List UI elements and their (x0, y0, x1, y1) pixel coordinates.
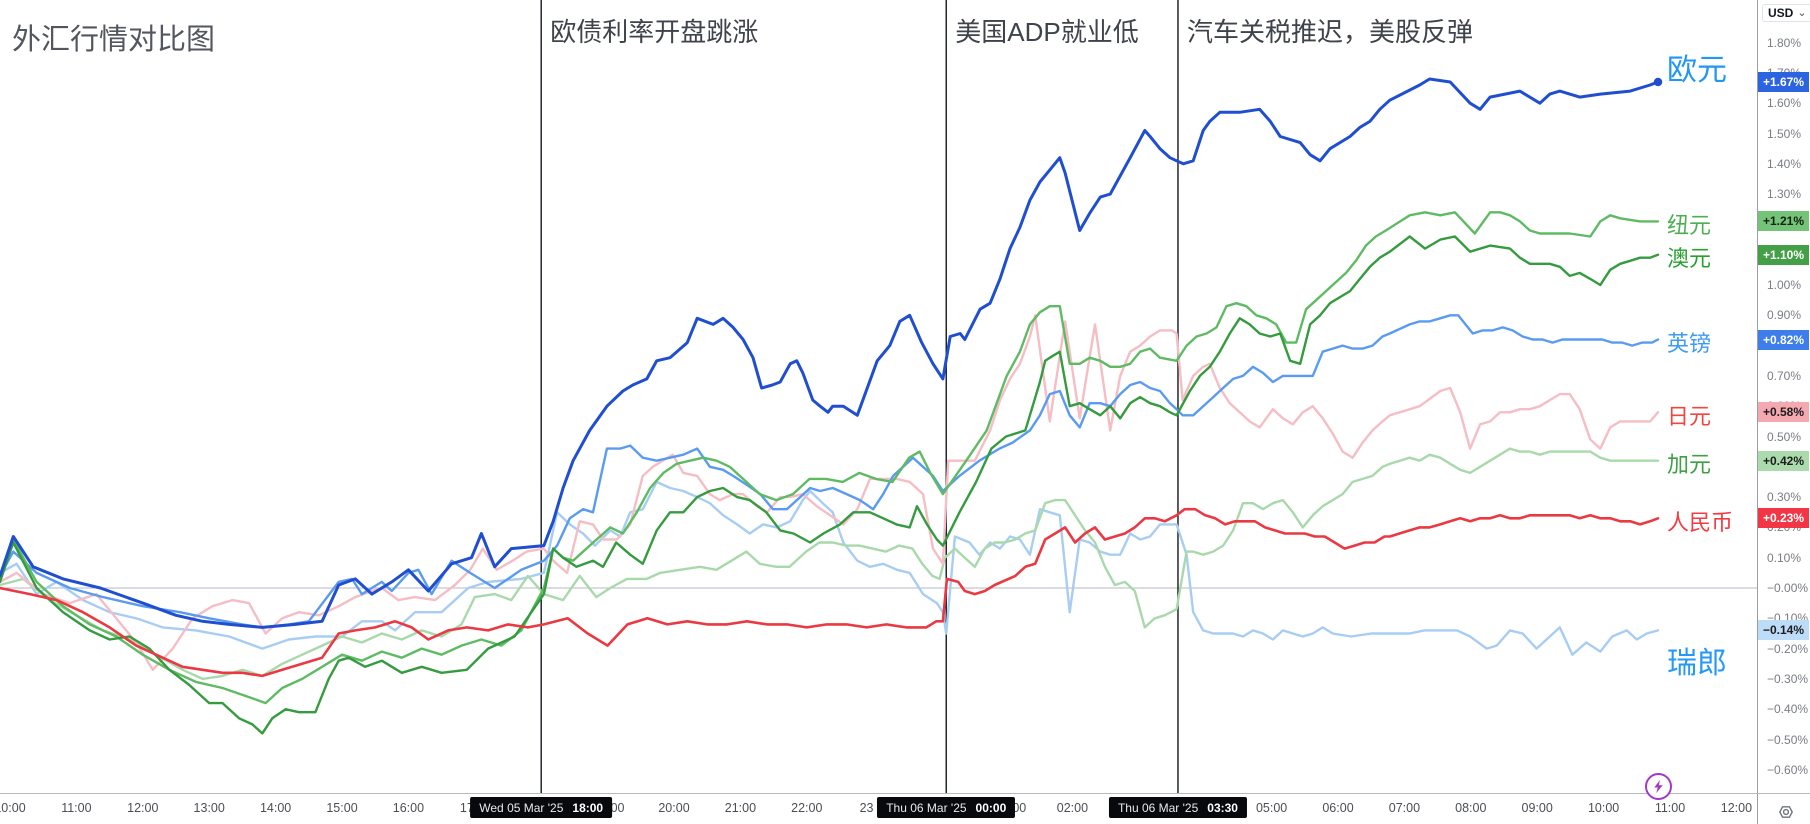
series-line-JPY[interactable] (0, 314, 1660, 671)
time-tick-label: 21:00 (724, 801, 757, 815)
price-axis-separator (1757, 0, 1758, 824)
series-line-CHF[interactable] (0, 480, 1660, 656)
time-tick-label: 06:00 (1322, 801, 1354, 815)
event-annotation-3: 汽车关税推迟，美股反弹 (1186, 17, 1473, 47)
page-title: 外汇行情对比图 (12, 24, 216, 56)
price-tick-label: 1.40% (1767, 156, 1802, 171)
time-tick-label: 00 (610, 801, 625, 815)
date-marker-time: 18:00 (572, 800, 604, 815)
date-marker-3: Thu 06 Mar '25 03:30 (1108, 797, 1247, 818)
axis-settings-icon[interactable] (1778, 804, 1794, 820)
time-tick-label: 02:00 (1056, 801, 1089, 815)
time-tick-label: 10:00 (0, 801, 26, 815)
price-tick-label: −0.20% (1767, 641, 1809, 656)
axis-currency-dropdown[interactable]: USD ⌄ (1762, 4, 1810, 22)
price-badge-CHF: −0.14% (1758, 620, 1809, 641)
time-tick-label: 12:00 (127, 801, 159, 815)
price-tick-label: −0.40% (1767, 702, 1809, 717)
series-line-CAD[interactable] (0, 447, 1660, 681)
series-label-NZD: 纽元 (1667, 212, 1712, 238)
time-tick-label: 15:00 (326, 801, 358, 815)
lightning-bolt-glyph (1654, 779, 1663, 794)
price-tick-label: 0.70% (1767, 368, 1802, 383)
chevron-down-icon: ⌄ (1797, 7, 1807, 19)
time-tick-label: 05:00 (1255, 801, 1288, 815)
date-marker-2: Thu 06 Mar '25 00:00 (877, 797, 1016, 818)
series-end-dot-EUR (1653, 77, 1663, 87)
price-tick-label: 1.30% (1767, 187, 1802, 202)
price-badge-GBP: +0.82% (1758, 329, 1809, 350)
price-tick-label: 0.10% (1767, 550, 1802, 565)
price-tick-label: −0.50% (1767, 732, 1809, 747)
series-line-AUD[interactable] (0, 235, 1660, 735)
date-marker-time: 03:30 (1207, 800, 1238, 815)
series-line-NZD[interactable] (0, 211, 1660, 705)
price-tick-label: −0.60% (1767, 762, 1809, 777)
series-line-EUR[interactable] (0, 77, 1660, 629)
price-tick-label: 1.60% (1767, 96, 1802, 111)
series-label-CNY: 人民币 (1667, 509, 1734, 535)
series-label-CHF: 瑞郎 (1667, 646, 1727, 680)
time-tick-label: 11:00 (61, 801, 92, 815)
series-label-GBP: 英镑 (1667, 330, 1712, 356)
time-tick-label: 20:00 (658, 801, 690, 815)
series-line-GBP[interactable] (0, 314, 1660, 629)
price-tick-label: −0.00% (1767, 581, 1809, 595)
time-tick-label: 10:00 (1587, 801, 1620, 815)
date-marker-date: Wed 05 Mar '25 (479, 800, 564, 815)
event-annotation-2: 美国ADP就业低 (955, 17, 1139, 47)
time-tick-label: 08:00 (1455, 801, 1487, 815)
date-marker-time: 00:00 (975, 800, 1007, 815)
date-marker-date: Thu 06 Mar '25 (1117, 800, 1199, 815)
time-tick-label: 07:00 (1388, 801, 1421, 815)
time-tick-label: 12:00 (1720, 801, 1753, 815)
time-tick-label: 00 (1012, 801, 1027, 815)
axis-currency-label: USD (1768, 6, 1794, 20)
price-badge-JPY: +0.58% (1758, 402, 1809, 423)
price-badge-CNY: +0.23% (1758, 508, 1809, 529)
lightning-icon[interactable] (1645, 773, 1672, 800)
price-tick-label: 1.50% (1767, 126, 1802, 141)
series-line-CNY[interactable] (0, 507, 1660, 678)
time-tick-label: 14:00 (259, 801, 292, 815)
series-label-EUR: 欧元 (1667, 54, 1727, 88)
price-tick-label: 0.50% (1767, 429, 1802, 444)
chart-canvas[interactable] (0, 0, 1757, 793)
time-tick-label: 23 (859, 801, 874, 815)
price-tick-label: 1.80% (1767, 35, 1802, 50)
date-marker-date: Thu 06 Mar '25 (886, 800, 967, 815)
time-tick-label: 16:00 (392, 801, 425, 815)
time-tick-label: 09:00 (1521, 801, 1553, 815)
date-marker-1: Wed 05 Mar '25 18:00 (470, 797, 613, 818)
event-annotation-1: 欧债利率开盘跳涨 (550, 17, 759, 47)
time-tick-label: 22:00 (791, 801, 823, 815)
price-badge-NZD: +1.21% (1758, 211, 1809, 232)
series-label-AUD: 澳元 (1667, 246, 1712, 272)
price-tick-label: −0.30% (1767, 671, 1809, 686)
time-tick-label: 11:00 (1654, 801, 1686, 815)
price-badge-AUD: +1.10% (1758, 244, 1809, 265)
time-tick-label: 13:00 (193, 801, 225, 815)
price-badge-CAD: +0.42% (1758, 450, 1809, 471)
time-axis-separator (0, 793, 1810, 794)
price-tick-label: 0.90% (1767, 308, 1802, 323)
series-label-CAD: 加元 (1667, 452, 1712, 478)
price-tick-label: 0.30% (1767, 490, 1802, 505)
price-tick-label: 1.00% (1767, 278, 1802, 292)
price-badge-EUR: +1.67% (1758, 71, 1809, 92)
series-label-JPY: 日元 (1667, 403, 1712, 429)
